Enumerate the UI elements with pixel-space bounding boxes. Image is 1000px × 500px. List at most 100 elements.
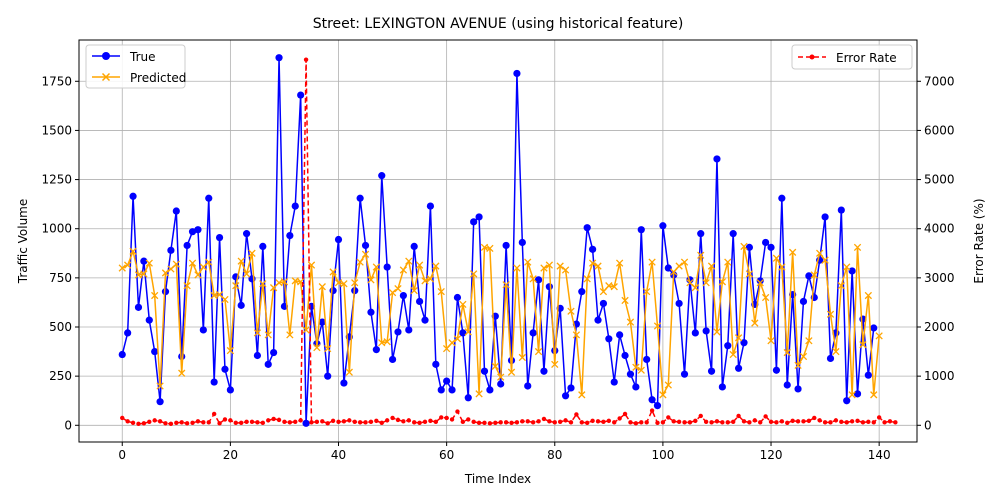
data-point-error-rate — [714, 419, 720, 424]
data-point-error-rate — [368, 419, 374, 425]
data-point-error-rate — [460, 419, 466, 425]
data-point-true — [648, 396, 656, 404]
x-tick-label: 100 — [651, 448, 674, 462]
data-point-true — [221, 365, 229, 373]
data-point-error-rate — [617, 416, 622, 421]
data-point-true — [529, 329, 537, 337]
data-point-true — [340, 379, 348, 387]
data-point-predicted — [702, 279, 710, 287]
data-point-predicted — [697, 251, 705, 259]
data-point-error-rate — [693, 418, 698, 424]
data-point-error-rate — [871, 420, 876, 425]
data-point-true — [356, 194, 364, 202]
data-point-true — [837, 206, 845, 214]
data-point-predicted — [659, 391, 667, 399]
data-point-true — [134, 303, 143, 311]
data-point-error-rate — [536, 419, 541, 424]
data-point-predicted — [367, 276, 375, 284]
data-point-error-rate — [730, 419, 736, 425]
data-point-true — [772, 366, 781, 374]
data-point-predicted — [724, 258, 732, 266]
data-point-error-rate — [703, 419, 709, 425]
chart-title: Street: LEXINGTON AVENUE (using historic… — [313, 16, 684, 32]
data-point-error-rate — [671, 419, 676, 424]
data-point-true — [210, 378, 218, 386]
data-point-error-rate — [363, 420, 368, 425]
legend-error-label: Error Rate — [836, 51, 897, 65]
data-point-error-rate — [503, 420, 509, 425]
data-point-predicted — [778, 263, 786, 271]
data-point-error-rate — [639, 420, 644, 425]
data-point-error-rate — [828, 420, 833, 425]
data-point-true — [578, 288, 586, 296]
data-point-error-rate — [806, 418, 812, 424]
data-point-predicted — [161, 269, 170, 277]
data-point-predicted — [567, 307, 575, 315]
data-point-predicted — [653, 322, 662, 330]
data-point-error-rate — [249, 419, 255, 425]
data-point-error-rate — [493, 420, 498, 426]
data-point-error-rate — [444, 415, 449, 421]
y2-tick-label: 3000 — [924, 271, 955, 285]
data-point-true — [199, 326, 207, 334]
data-point-predicted — [226, 346, 235, 355]
data-point-predicted — [410, 286, 418, 295]
data-point-true — [621, 351, 629, 360]
data-point-predicted — [713, 328, 721, 336]
data-point-true — [399, 291, 407, 300]
data-point-true — [470, 218, 478, 226]
data-point-true — [291, 202, 299, 210]
data-point-error-rate — [303, 57, 309, 62]
data-point-true — [718, 383, 726, 391]
data-point-error-rate — [752, 418, 758, 423]
y2-tick-label: 1000 — [924, 369, 955, 383]
data-point-true — [367, 308, 375, 316]
data-point-true — [610, 378, 618, 386]
data-point-error-rate — [595, 419, 601, 424]
data-point-error-rate — [774, 420, 779, 425]
data-point-true — [172, 207, 180, 215]
data-point-true — [740, 339, 748, 347]
data-point-true — [215, 233, 224, 242]
data-point-error-rate — [687, 420, 693, 425]
data-point-error-rate — [612, 420, 617, 425]
data-point-error-rate — [271, 416, 276, 422]
data-point-true — [518, 238, 526, 247]
data-point-predicted — [151, 291, 159, 300]
data-point-error-rate — [298, 418, 303, 423]
data-point-true — [605, 335, 613, 343]
data-point-true — [140, 257, 148, 265]
legend-right-box — [791, 44, 913, 70]
data-point-true — [243, 230, 251, 238]
data-point-predicted — [491, 362, 499, 370]
data-point-predicted — [594, 262, 602, 270]
data-point-error-rate — [666, 415, 671, 420]
data-point-true — [843, 397, 851, 405]
data-point-error-rate — [682, 420, 687, 425]
data-point-predicted — [561, 266, 570, 274]
data-point-error-rate — [676, 419, 682, 425]
x-tick-label: 60 — [439, 448, 454, 462]
data-point-error-rate — [357, 420, 363, 425]
data-point-error-rate — [509, 420, 514, 426]
data-point-error-rate — [309, 420, 314, 425]
data-point-predicted — [453, 335, 462, 343]
data-point-error-rate — [179, 420, 184, 425]
data-point-true — [783, 381, 791, 389]
data-point-predicted — [637, 366, 645, 374]
data-point-error-rate — [141, 421, 147, 426]
series-true-line — [121, 56, 875, 425]
data-point-error-rate — [428, 418, 433, 424]
data-point-predicted — [648, 258, 656, 266]
data-point-error-rate — [206, 420, 211, 425]
data-point-error-rate — [401, 419, 406, 424]
data-point-predicted — [237, 257, 245, 265]
data-point-true — [540, 367, 548, 375]
data-point-true — [567, 384, 575, 392]
data-point-predicted — [843, 263, 851, 271]
data-point-error-rate — [163, 421, 168, 426]
data-point-predicted — [675, 262, 683, 270]
data-point-predicted — [405, 257, 413, 265]
data-point-predicted — [691, 284, 699, 292]
data-point-true — [480, 367, 489, 375]
